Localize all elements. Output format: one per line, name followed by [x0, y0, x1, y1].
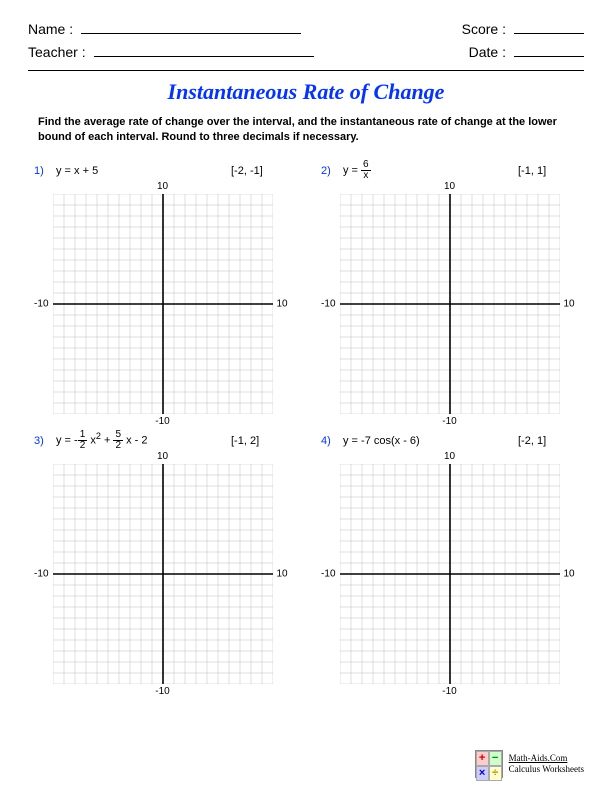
instructions-text: Find the average rate of change over the… — [38, 115, 574, 146]
axis-label-left: -10 — [34, 568, 48, 579]
header-divider — [28, 70, 584, 71]
page-title: Instantaneous Rate of Change — [28, 79, 584, 105]
axis-label-top: 10 — [444, 451, 455, 462]
axis-label-bottom: -10 — [155, 686, 169, 697]
axis-label-right: 10 — [277, 568, 288, 579]
problem-interval: [-2, 1] — [518, 435, 578, 447]
date-label: Date : — [469, 44, 506, 60]
logo-times-icon: × — [476, 766, 489, 781]
problem-interval: [-1, 2] — [231, 435, 291, 447]
logo-plus-icon: + — [476, 751, 489, 766]
problem-equation: y = x + 5 — [56, 165, 231, 177]
score-line — [514, 20, 584, 34]
axis-label-right: 10 — [564, 568, 575, 579]
footer-text: Math-Aids.Com Calculus Worksheets — [509, 753, 584, 775]
name-line — [81, 20, 301, 34]
axis-label-left: -10 — [34, 298, 48, 309]
axis-label-right: 10 — [564, 298, 575, 309]
problem-number: 3) — [34, 435, 56, 447]
teacher-field: Teacher : — [28, 43, 314, 60]
axis-label-bottom: -10 — [155, 416, 169, 427]
problem-interval: [-1, 1] — [518, 165, 578, 177]
axis-label-top: 10 — [157, 451, 168, 462]
problem-equation: y = -12 x2 + 52 x - 2 — [56, 430, 231, 451]
name-field: Name : — [28, 20, 301, 37]
problem-1: 1) y = x + 5 [-2, -1] 10 -10 -10 10 — [34, 158, 291, 414]
axis-label-left: -10 — [321, 568, 335, 579]
problem-number: 1) — [34, 165, 56, 177]
problem-number: 2) — [321, 165, 343, 177]
footer-site: Math-Aids.Com — [509, 753, 584, 764]
teacher-label: Teacher : — [28, 44, 86, 60]
date-field: Date : — [469, 43, 584, 60]
axis-label-bottom: -10 — [442, 686, 456, 697]
problems-grid: 1) y = x + 5 [-2, -1] 10 -10 -10 10 2) y… — [28, 158, 584, 684]
logo-div-icon: ÷ — [489, 766, 502, 781]
axis-label-top: 10 — [444, 181, 455, 192]
footer-subtitle: Calculus Worksheets — [509, 764, 584, 775]
problem-4: 4) y = -7 cos(x - 6) [-2, 1] 10 -10 -10 … — [321, 428, 578, 684]
axis-label-top: 10 — [157, 181, 168, 192]
axis-label-right: 10 — [277, 298, 288, 309]
problem-equation: y = 6x — [343, 160, 518, 181]
footer-logo: + − × ÷ — [475, 750, 503, 778]
name-label: Name : — [28, 21, 73, 37]
problem-interval: [-2, -1] — [231, 165, 291, 177]
teacher-line — [94, 43, 314, 57]
score-label: Score : — [462, 21, 506, 37]
score-field: Score : — [462, 20, 584, 37]
problem-number: 4) — [321, 435, 343, 447]
date-line — [514, 43, 584, 57]
coordinate-grid: 10 -10 -10 10 — [340, 194, 560, 414]
coordinate-grid: 10 -10 -10 10 — [53, 194, 273, 414]
footer: + − × ÷ Math-Aids.Com Calculus Worksheet… — [475, 750, 584, 778]
problem-3: 3) y = -12 x2 + 52 x - 2 [-1, 2] 10 -10 … — [34, 428, 291, 684]
axis-label-bottom: -10 — [442, 416, 456, 427]
problem-equation: y = -7 cos(x - 6) — [343, 435, 518, 447]
logo-minus-icon: − — [489, 751, 502, 766]
coordinate-grid: 10 -10 -10 10 — [53, 464, 273, 684]
coordinate-grid: 10 -10 -10 10 — [340, 464, 560, 684]
problem-2: 2) y = 6x [-1, 1] 10 -10 -10 10 — [321, 158, 578, 414]
axis-label-left: -10 — [321, 298, 335, 309]
